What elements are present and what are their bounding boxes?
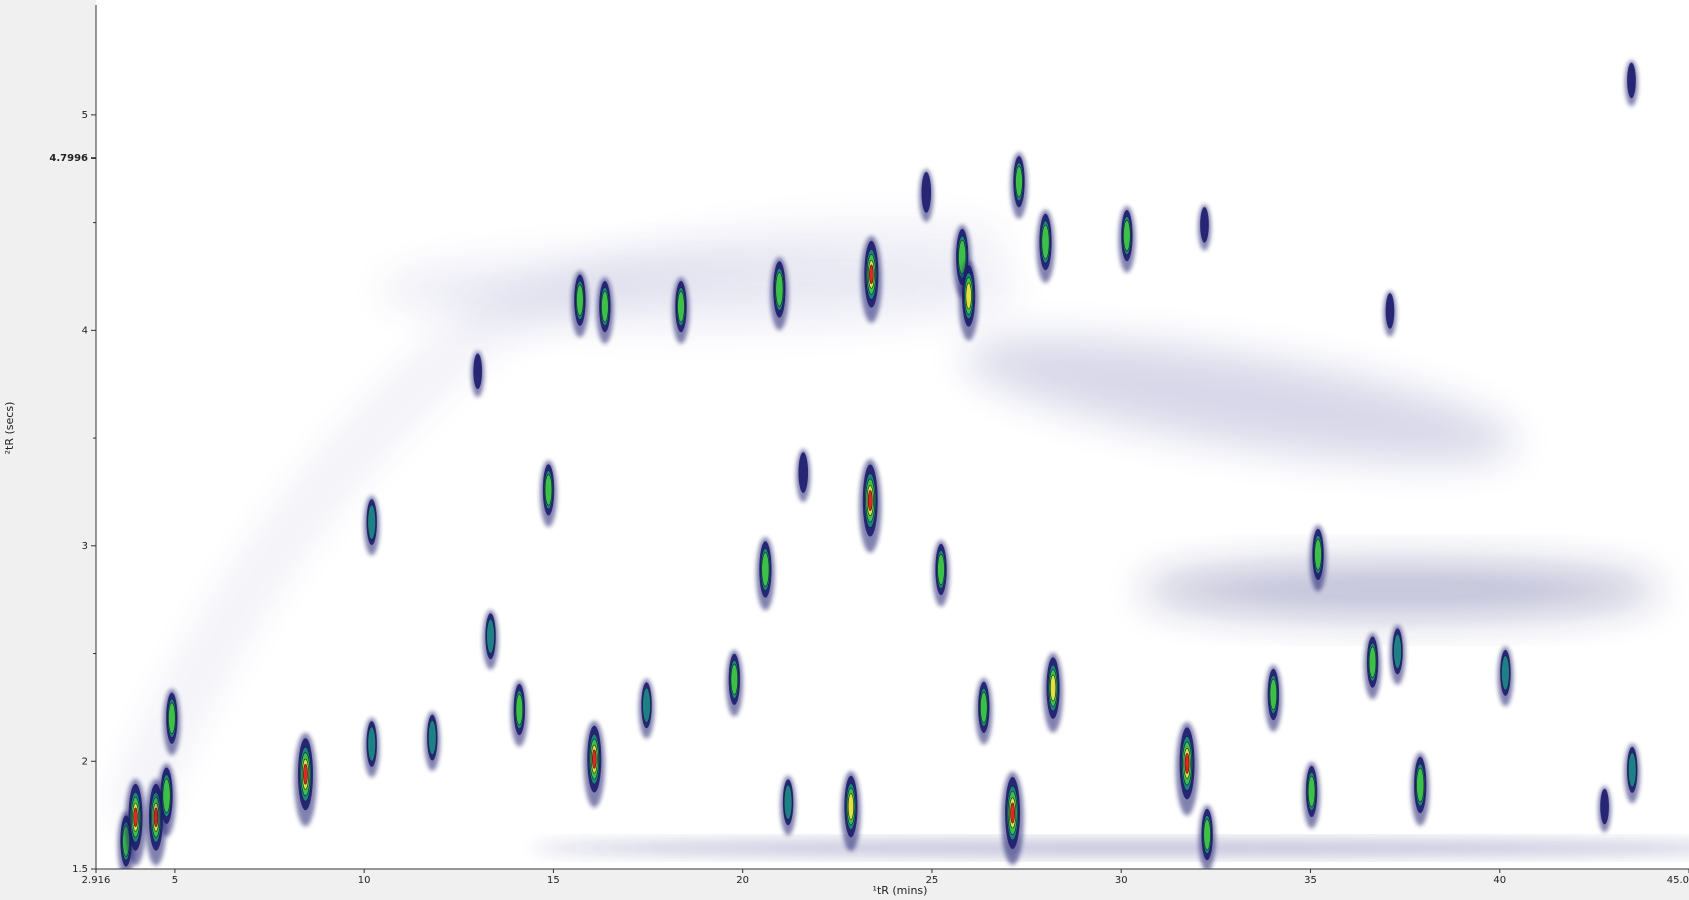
peak-contour (303, 763, 308, 785)
y-axis-title: ²tR (secs) (3, 402, 16, 455)
x-tick-label: 20 (736, 875, 749, 886)
peak-contour (168, 702, 176, 734)
background-band (963, 337, 1517, 463)
background-signal (111, 223, 1689, 855)
y-tick-label: 1.5 (72, 864, 88, 875)
x-tick-label: 30 (1115, 875, 1128, 886)
peak-contour (1501, 655, 1510, 691)
peaks (117, 59, 1641, 869)
peak-contour (133, 807, 138, 827)
x-tick-label: 10 (358, 875, 371, 886)
x-tick-label: 15 (547, 875, 560, 886)
peak-contour (1041, 224, 1050, 260)
peak-contour (576, 284, 584, 316)
background-band (1140, 562, 1660, 618)
peak-core (1600, 788, 1609, 825)
peak-contour (980, 691, 988, 724)
x-tick-label: 45.0 (1667, 875, 1689, 886)
peak-core (1200, 206, 1209, 243)
peak-contour (1416, 767, 1425, 803)
peak-contour (869, 264, 874, 284)
peak-core (1627, 62, 1636, 99)
left-margin (0, 0, 96, 900)
peak-contour (1627, 752, 1637, 788)
background-band (380, 255, 1020, 325)
y-tick-label: 3 (82, 541, 88, 552)
peak-contour (367, 504, 376, 540)
peak-contour (1123, 219, 1131, 252)
peak-contour (1015, 166, 1023, 198)
peak-contour (1314, 538, 1322, 571)
x-tick-label: 5 (172, 875, 178, 886)
peak-contour (847, 793, 855, 820)
peak-core (473, 353, 483, 390)
peak-contour (601, 290, 609, 323)
peak-contour (1307, 775, 1316, 808)
peak-contour (367, 726, 376, 762)
peak-core (798, 452, 809, 493)
peak-contour (867, 490, 873, 511)
peak-core (921, 172, 932, 213)
peak-contour (1269, 678, 1278, 711)
peak-contour (642, 687, 651, 723)
peak-contour (761, 552, 770, 587)
peak-contour (153, 807, 159, 827)
y-tick-label: 2 (82, 756, 88, 767)
peak-contour (783, 784, 793, 820)
x-axis-title: ¹tR (mins) (873, 884, 928, 897)
peak-contour (1203, 818, 1211, 851)
peak-contour (162, 778, 171, 813)
y-tick-label: 5 (82, 110, 88, 121)
peak-contour (965, 282, 972, 310)
peak-contour (937, 553, 945, 586)
peak-core (1385, 293, 1395, 329)
peak-contour (1368, 646, 1377, 678)
y-marker-label: 4.7996 (49, 153, 88, 164)
peak-contour (486, 618, 495, 654)
bottom-margin (0, 869, 1689, 900)
baseline-band (530, 841, 1689, 855)
x-tick-label: 25 (926, 875, 939, 886)
peak-contour (775, 272, 784, 307)
x-tick-label: 40 (1493, 875, 1506, 886)
peak-contour (1184, 753, 1190, 774)
y-tick-label: 4 (82, 325, 88, 336)
background-arc (111, 223, 1002, 828)
x-tick-label: 35 (1304, 875, 1317, 886)
peak-contour (592, 749, 597, 769)
peak-contour (677, 290, 685, 323)
peak-contour (544, 474, 553, 506)
peak-contour (515, 693, 524, 726)
peak-contour (730, 663, 739, 696)
x-tick-label: 2.916 (82, 875, 111, 886)
peak-contour (428, 720, 437, 756)
peak-contour (1049, 674, 1057, 702)
peak-contour (1393, 633, 1402, 669)
peak-contour (1010, 802, 1015, 824)
